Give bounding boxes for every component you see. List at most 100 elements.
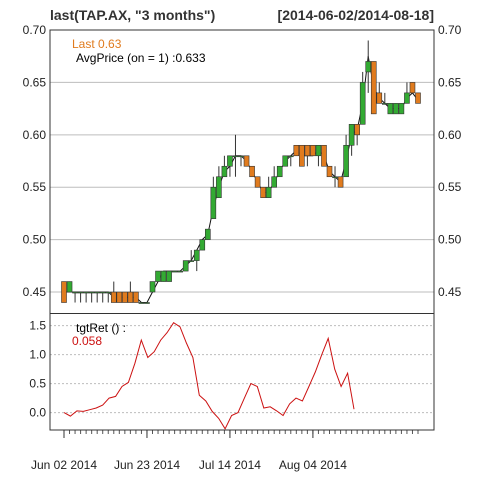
price-tick-label-left: 0.55 [23, 180, 47, 194]
candle-up [238, 155, 244, 158]
candle-up [221, 165, 228, 178]
candle-up [271, 176, 277, 188]
x-axis-label: Jul 14 2014 [199, 458, 261, 472]
legend-tgtret-label: tgtRet () : [76, 321, 126, 335]
candle-up [232, 155, 239, 158]
candle-up [216, 176, 222, 199]
candle-up [343, 144, 349, 178]
legend-avgprice-label: AvgPrice (on = 1) :0.633 [76, 51, 206, 65]
candle-down [133, 291, 139, 303]
candle-up [199, 239, 206, 251]
candle-down [127, 291, 134, 303]
candle-up [227, 155, 233, 167]
candle-up [276, 165, 283, 178]
candle-down [249, 165, 255, 178]
candle-down [116, 291, 123, 303]
candle-up [365, 61, 372, 73]
candle-up [210, 186, 217, 219]
price-tick-label-right: 0.50 [438, 233, 462, 247]
candle-up [348, 124, 355, 146]
candle-up [387, 103, 394, 115]
candlestick-series [61, 40, 421, 304]
candle-down [310, 144, 316, 157]
candle-up [393, 103, 399, 115]
candle-up [88, 291, 95, 294]
x-axis-label: Jun 02 2014 [31, 458, 97, 472]
price-tick-label-left: 0.50 [23, 233, 47, 247]
x-axis-label: Jun 23 2014 [114, 458, 180, 472]
candle-up [193, 249, 200, 261]
candle-up [182, 260, 189, 272]
candle-up [94, 291, 100, 294]
candle-up [188, 260, 195, 262]
candle-up [155, 270, 161, 282]
price-tick-label-right: 0.70 [438, 23, 462, 37]
tgtret-series [63, 322, 355, 430]
candle-up [99, 291, 106, 294]
candle-up [77, 291, 84, 294]
legend-tgtret-value: 0.058 [72, 334, 102, 348]
candle-down [122, 291, 128, 303]
candle-down [260, 186, 266, 199]
candle-down [293, 144, 300, 157]
candle-up [138, 302, 145, 304]
tgtret-tick-label: 1.0 [29, 348, 46, 362]
candle-up [287, 155, 294, 158]
candle-up [177, 270, 183, 273]
chart-date-range: [2014-06-02/2014-08-18] [278, 7, 434, 23]
candle-up [105, 291, 112, 294]
price-tick-label-right: 0.65 [438, 75, 462, 89]
candle-up [282, 155, 289, 167]
price-tick-label-left: 0.70 [23, 23, 47, 37]
candle-up [149, 281, 156, 293]
tgtret-tick-label: 1.5 [29, 319, 46, 333]
candle-down [354, 124, 360, 136]
plot-frame [49, 29, 435, 431]
x-axis: Jun 02 2014 Jun 23 2014 Jul 14 2014 Aug 04 … [31, 430, 419, 472]
tgtret-tick-label: 0.5 [29, 377, 46, 391]
price-tick-label-left: 0.60 [23, 128, 47, 142]
candle-up [72, 291, 78, 294]
tgtret-line [63, 322, 355, 430]
candle-down [299, 144, 305, 167]
candle-up [160, 270, 167, 282]
candle-down [337, 176, 344, 188]
tgtret-axis-labels: 0.0 0.5 1.0 1.5 [29, 319, 46, 420]
candle-down [254, 176, 261, 188]
candle-up [382, 103, 388, 105]
candle-down [243, 155, 250, 167]
candle-down [321, 144, 327, 167]
candle-down [370, 61, 377, 115]
candle-up [166, 270, 172, 282]
candle-up [205, 228, 211, 240]
candle-up [144, 302, 150, 304]
candle-up [265, 186, 272, 199]
candle-down [110, 291, 117, 303]
candle-up [171, 270, 178, 273]
candle-up [398, 103, 405, 115]
price-tick-label-right: 0.55 [438, 180, 462, 194]
price-tick-label-right: 0.60 [438, 128, 462, 142]
candle-up [404, 92, 410, 104]
price-tick-label-left: 0.65 [23, 75, 47, 89]
legend-last-label: Last 0.63 [72, 37, 122, 51]
candle-down [376, 92, 383, 104]
price-axis-labels: 0.45 0.45 0.50 0.50 0.55 0.55 0.60 0.60 0.65 0.65… [23, 23, 462, 299]
price-tick-label-right: 0.45 [438, 285, 462, 299]
candle-down [409, 82, 416, 94]
candle-down [61, 281, 67, 303]
candle-up [359, 82, 366, 125]
candle-up [332, 176, 338, 179]
candle-up [83, 291, 89, 294]
price-tick-label-left: 0.45 [23, 285, 47, 299]
tgtret-tick-label: 0.0 [29, 406, 46, 420]
candle-down [304, 144, 311, 157]
tgtret-panel-grid [50, 325, 434, 414]
candle-down [326, 165, 333, 178]
chart-title: last(TAP.AX, "3 months") [50, 7, 215, 23]
candle-up [66, 281, 73, 293]
candle-down [415, 92, 421, 104]
x-axis-label: Aug 04 2014 [279, 458, 347, 472]
candle-up [315, 144, 322, 157]
